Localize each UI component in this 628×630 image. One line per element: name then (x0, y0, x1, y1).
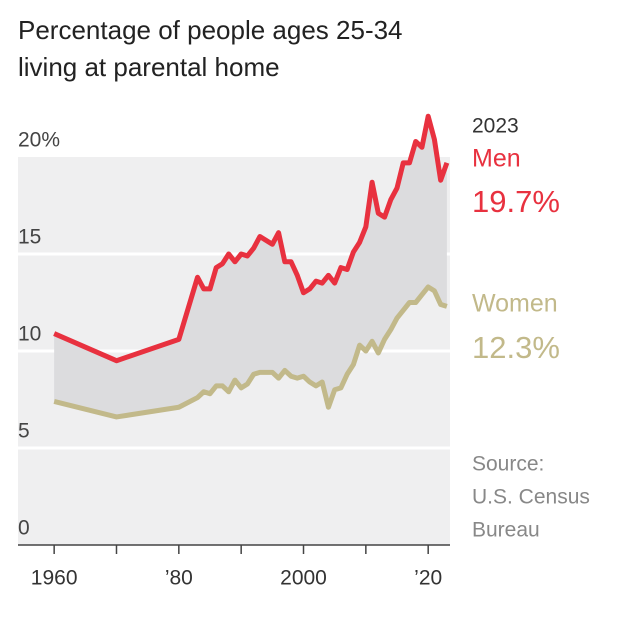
source-note: U.S. Census (472, 486, 590, 509)
source-note: Source: (472, 453, 544, 476)
legend-label: Men (472, 145, 521, 173)
end-value-label: 19.7% (472, 184, 560, 219)
y-tick-label: 20% (18, 129, 60, 152)
y-tick-label: 15 (18, 226, 41, 249)
chart-title: Percentage of people ages 25-34 living a… (18, 15, 403, 82)
legend-label: Women (472, 290, 558, 318)
series-line (53, 284, 448, 420)
x-tick-label: 1960 (31, 567, 78, 590)
source-note: Bureau (472, 519, 540, 542)
y-tick-label: 10 (18, 323, 41, 346)
end-year: 2023 (472, 115, 519, 138)
x-tick-label: ’80 (165, 567, 193, 590)
x-tick-label: 2000 (280, 567, 327, 590)
y-tick-label: 0 (18, 517, 30, 540)
y-tick-label: 5 (18, 420, 30, 443)
x-tick-label: ’20 (414, 567, 442, 590)
end-value-label: 12.3% (472, 330, 560, 365)
gap-area (54, 116, 447, 417)
series-line (53, 113, 450, 364)
